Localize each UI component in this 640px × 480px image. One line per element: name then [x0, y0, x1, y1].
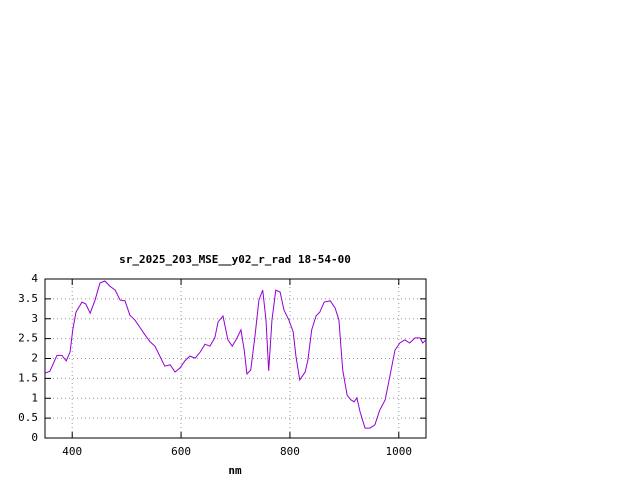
chart-title: sr_2025_203_MSE__y02_r_rad 18-54-00	[119, 253, 351, 266]
y-tick-label: 4	[31, 272, 38, 285]
y-tick-label: 1.5	[18, 371, 38, 384]
y-tick-label: 2.5	[18, 332, 38, 345]
plot-border	[44, 278, 427, 439]
y-tick-label: 3	[31, 312, 38, 325]
y-tick-label: 3.5	[18, 292, 38, 305]
x-axis-label: nm	[228, 464, 242, 477]
y-tick-label: 1	[31, 391, 38, 404]
x-tick-label: 600	[171, 445, 191, 458]
y-tick-label: 0.5	[18, 411, 38, 424]
y-tick-label: 0	[31, 431, 38, 444]
x-tick-label: 1000	[386, 445, 413, 458]
data-line	[44, 280, 427, 429]
x-tick-label: 800	[280, 445, 300, 458]
y-tick-label: 2	[31, 352, 38, 365]
x-tick-label: 400	[62, 445, 82, 458]
